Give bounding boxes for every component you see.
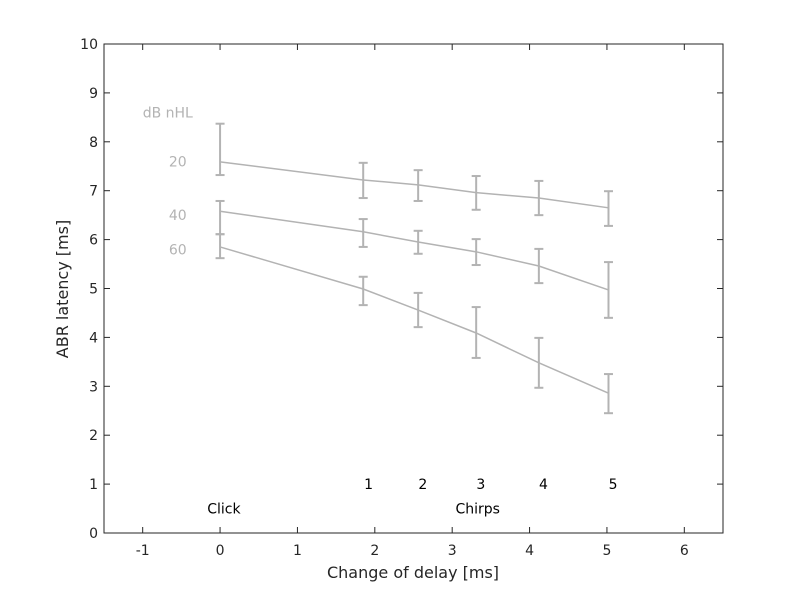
chirps-group-label: Chirps	[455, 502, 499, 518]
error-bar	[215, 233, 225, 260]
series-60-db	[215, 233, 613, 415]
annotations: dB nHL 20 40 60 1 2 3 4 5 Click Chirps	[143, 105, 618, 517]
error-bar	[215, 122, 225, 177]
x-tick-label: 0	[216, 543, 225, 559]
y-tick-label: 6	[89, 233, 98, 249]
x-axis-label: Change of delay [ms]	[327, 563, 499, 582]
x-tick-label: 6	[680, 543, 689, 559]
level-label-60: 60	[169, 242, 187, 258]
y-axis-label: ABR latency [ms]	[53, 220, 72, 358]
error-bar	[471, 175, 481, 211]
y-tick-label: 1	[89, 477, 98, 493]
y-tick-label: 3	[89, 379, 98, 395]
error-bar	[471, 306, 481, 359]
error-bar	[358, 218, 368, 248]
y-tick-label: 0	[89, 526, 98, 542]
y-tick-label: 9	[89, 86, 98, 102]
click-group-label: Click	[207, 502, 241, 518]
x-tick-label: -1	[136, 543, 150, 559]
y-tick-label: 5	[89, 282, 98, 298]
series-20-db	[215, 122, 613, 227]
error-bar	[358, 161, 368, 200]
error-bar	[413, 291, 423, 329]
series-line	[219, 161, 609, 209]
x-tick-label: 1	[293, 543, 302, 559]
series-layer	[215, 122, 613, 415]
chirp-number-2: 2	[418, 477, 427, 493]
error-bar	[358, 275, 368, 307]
level-label-20: 20	[169, 154, 187, 170]
x-tick-label: 3	[448, 543, 457, 559]
series-line	[219, 210, 609, 291]
y-tick-label: 4	[89, 330, 98, 346]
chirp-number-3: 3	[476, 477, 485, 493]
error-bar	[603, 261, 613, 319]
x-tick-label: 4	[525, 543, 534, 559]
y-tick-label: 7	[89, 184, 98, 200]
level-header-label: dB nHL	[143, 105, 193, 121]
y-tick-label: 10	[80, 37, 98, 53]
error-bar	[471, 238, 481, 267]
series-line	[219, 246, 609, 394]
y-tick-label: 2	[89, 428, 98, 444]
chirp-number-5: 5	[609, 477, 618, 493]
error-bar	[534, 247, 544, 285]
x-tick-label: 5	[602, 543, 611, 559]
x-tick-label: 2	[370, 543, 379, 559]
error-bar	[413, 229, 423, 255]
error-bar	[603, 373, 613, 415]
y-tick-label: 8	[89, 135, 98, 151]
chirp-number-4: 4	[539, 477, 548, 493]
error-bar	[603, 190, 613, 227]
error-bar	[534, 336, 544, 389]
level-label-40: 40	[169, 208, 187, 224]
error-bar	[413, 169, 423, 202]
chirp-number-1: 1	[364, 477, 373, 493]
error-bar	[534, 179, 544, 217]
